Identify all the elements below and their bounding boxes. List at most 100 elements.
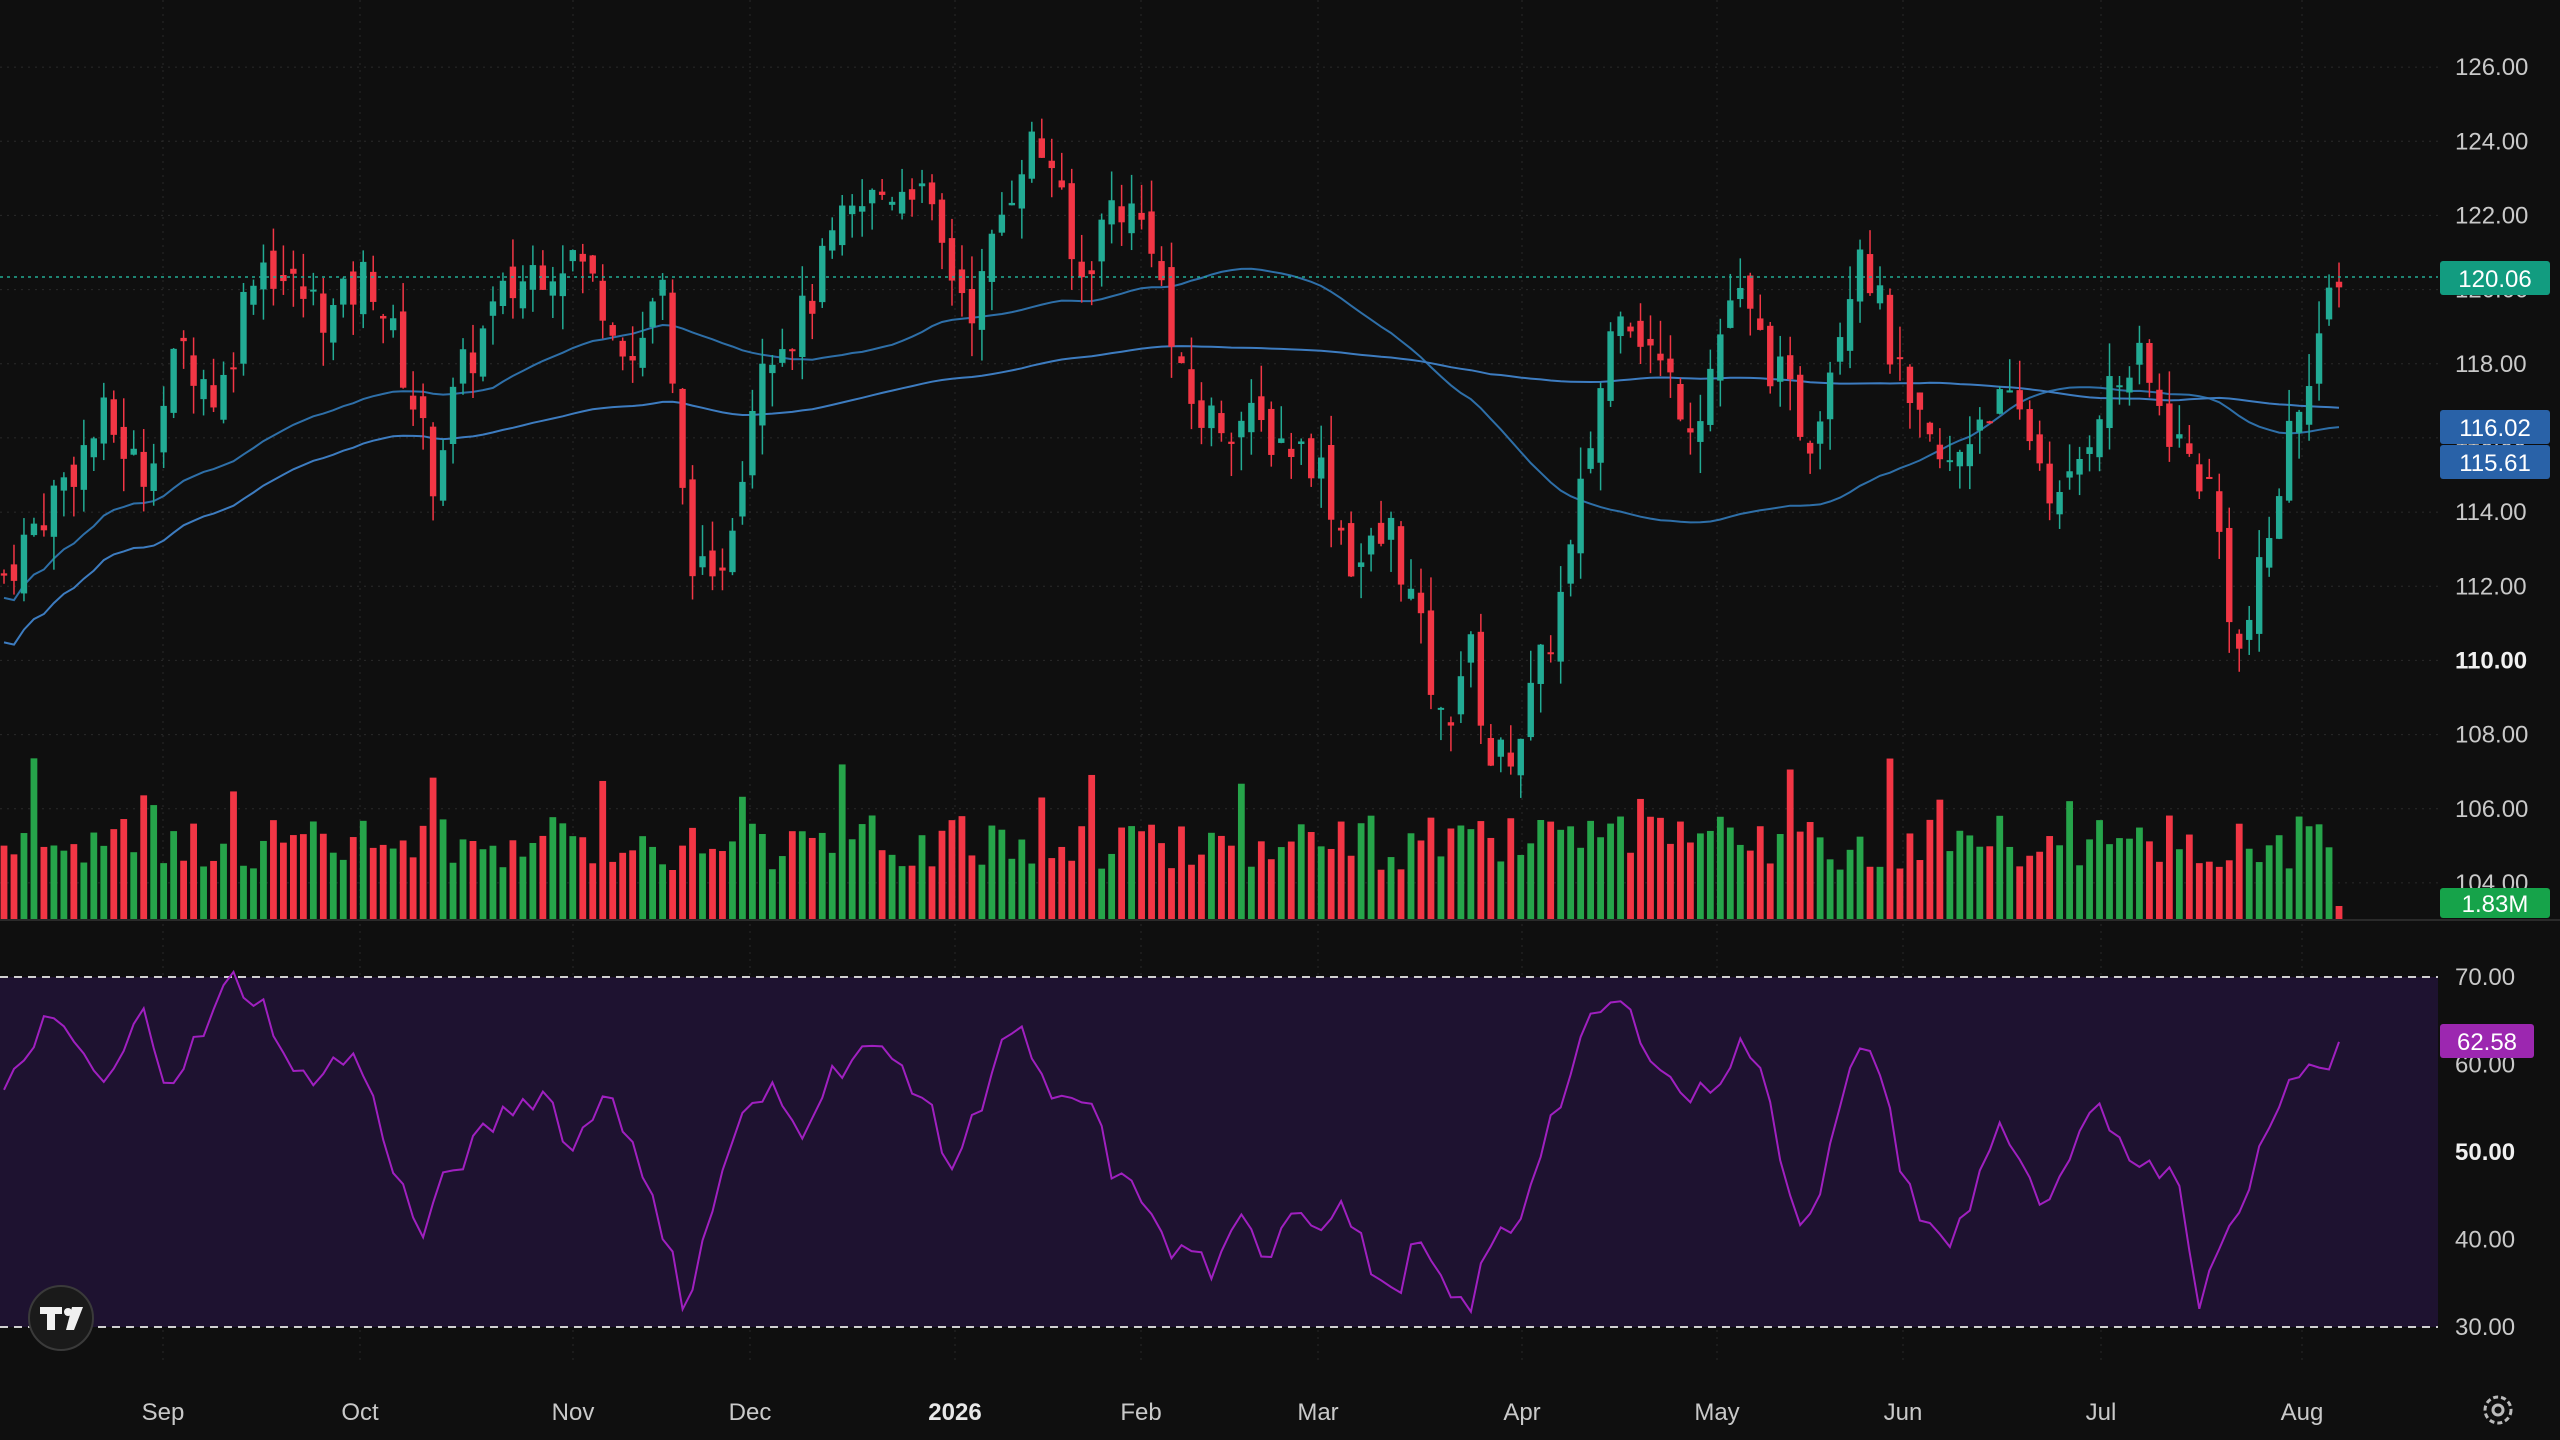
candle-body [799,295,806,357]
candle-body [160,405,167,453]
candle-body [1667,358,1674,373]
candle-body [1198,400,1205,428]
candle-body [789,349,796,352]
candle-body [848,205,856,215]
candle-body [30,523,38,536]
time-tick-label: Apr [1503,1399,1540,1426]
time-tick-label: Jul [2086,1399,2117,1426]
candle-body [1068,183,1075,260]
gear-icon[interactable] [2483,1395,2513,1425]
candle-body [1986,421,1993,424]
candle-body [90,438,98,458]
time-tick-label: Sep [142,1399,185,1426]
volume-bar [2116,838,2123,920]
volume-bar [1966,835,1974,920]
candle-body [1298,441,1305,444]
candle-body [1806,442,1814,454]
volume-bar [389,848,397,920]
volume-bar [1168,868,1175,920]
candle-body [2006,390,2013,393]
candle-body [729,530,736,573]
volume-bar [409,857,417,920]
volume-bar [50,845,58,920]
tradingview-logo-icon[interactable] [28,1285,94,1351]
volume-bar [2185,834,2193,920]
candle-body [739,481,746,517]
volume-bar [689,827,696,920]
candle-body [1777,356,1784,382]
volume-bar [2026,855,2034,920]
candle-body [2196,464,2203,492]
candle-body [230,367,237,370]
candle-body [1268,408,1275,455]
time-tick-label: Oct [341,1399,379,1426]
volume-bar [2165,815,2173,920]
candle-body [2246,619,2253,640]
volume-bar [1667,843,1674,920]
volume-bar [1407,833,1415,920]
candle-body [1767,325,1774,387]
candle-body [1786,355,1794,380]
candle-body [1078,261,1085,278]
candle-body [360,261,367,315]
candle-body [2186,443,2193,454]
candle-body [1697,421,1704,442]
volume-bar [1198,854,1205,920]
candle-body [1258,396,1265,421]
candle-body [1737,287,1744,300]
candle-body [2285,420,2293,501]
candle-body [80,445,88,490]
time-axis[interactable]: Sep Oct Nov Dec 2026 Feb Mar Apr May Jun Jul Aug [142,1399,2324,1426]
candle-body [1128,203,1135,234]
volume-bar [1327,848,1335,920]
volume-bar [1497,861,1505,920]
candle-body [1517,738,1524,776]
volume-bar [1148,824,1155,920]
volume-bar [988,825,996,920]
candle-body [180,337,187,342]
volume-bar [190,823,197,920]
candle-body [2265,538,2273,568]
volume-bar [559,823,567,920]
volume-bar [1776,834,1784,920]
volume-bar [2136,827,2143,920]
candle-body [449,386,457,445]
volume-bar [1647,816,1654,920]
volume-bar [170,831,178,920]
candle-body [1397,526,1405,585]
candle-body [1597,388,1604,463]
candle-body [190,355,197,386]
candle-body [1457,676,1465,715]
volume-bar [1417,840,1425,920]
volume-bar [1677,821,1684,920]
candle-body [330,305,337,343]
volume-bar [2046,836,2054,920]
volume-bar [1806,822,1814,920]
volume-bar [888,854,896,920]
volume-bar [549,817,557,920]
volume-bar [1058,846,1066,920]
candle-body [2176,434,2183,439]
volume-bar [1627,852,1634,920]
rsi-tick-label: 30.00 [2455,1314,2515,1341]
volume-bar [1078,826,1086,920]
candle-body [519,281,527,309]
candle-body [2066,471,2073,478]
candle-body [1008,202,1016,206]
candle-body [908,189,916,200]
volume-bar [1297,824,1305,920]
rsi-series [3,969,2340,1315]
candle-body [1357,562,1365,567]
volume-bar [1277,847,1285,920]
volume-bar [928,866,936,920]
candle-body [878,191,886,195]
volume-bar [1367,815,1375,920]
candle-body [1966,444,1974,467]
volume-bar [1257,841,1265,920]
candle-body [250,285,257,305]
candle-body [340,278,347,305]
volume-bar [499,867,507,920]
candle-body [978,271,986,330]
candle-body [1836,337,1844,362]
